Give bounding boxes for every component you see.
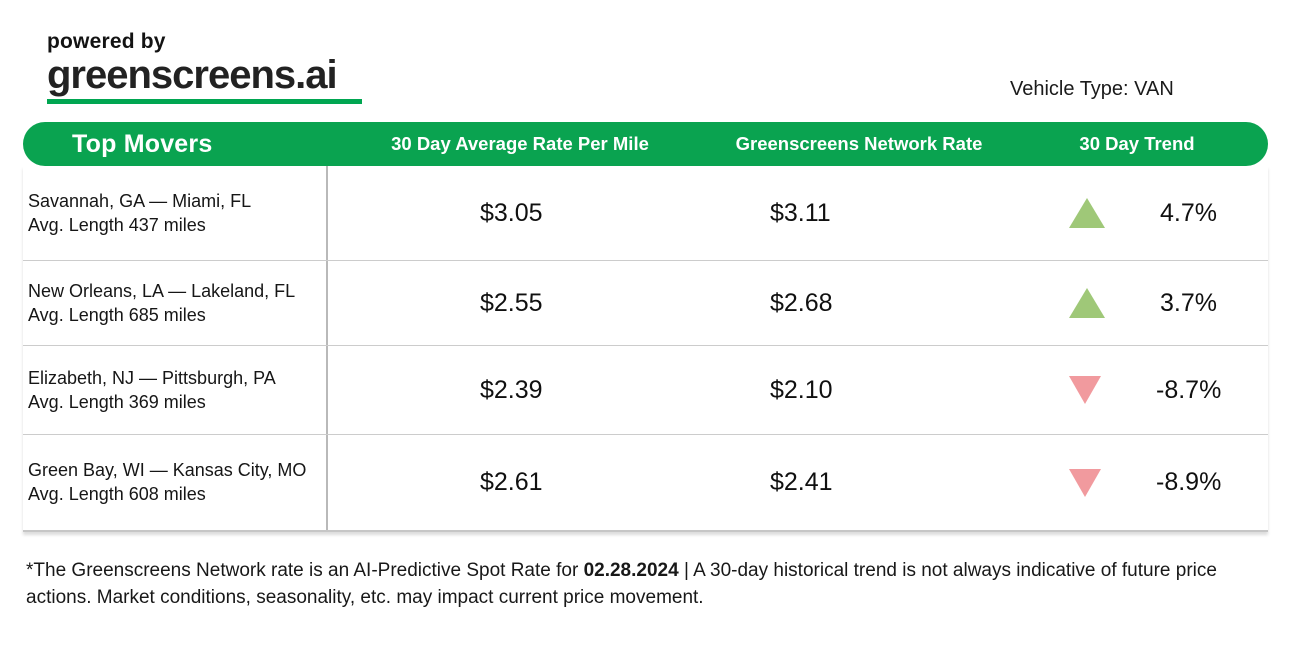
table-row: Elizabeth, NJ — Pittsburgh, PA Avg. Leng… — [23, 345, 1268, 434]
route-cell: New Orleans, LA — Lakeland, FL Avg. Leng… — [23, 261, 328, 345]
vehicle-type-label: Vehicle Type: VAN — [1010, 78, 1174, 100]
trend-down-icon — [1069, 376, 1101, 404]
disclaimer-note: *The Greenscreens Network rate is an AI-… — [26, 557, 1266, 611]
route-cell: Savannah, GA — Miami, FL Avg. Length 437… — [23, 166, 328, 260]
trend-down-icon — [1069, 468, 1101, 497]
trend-value: -8.9% — [1156, 468, 1222, 496]
avg-rate-value: $2.39 — [480, 375, 543, 404]
trend-cell: -8.7% — [1006, 376, 1268, 405]
trend-value: -8.7% — [1156, 375, 1222, 404]
brand-logo: powered by greenscreens.ai — [47, 30, 362, 104]
network-rate-value: $2.10 — [770, 375, 833, 404]
powered-by-label: powered by — [47, 30, 166, 53]
avg-rate-value: $2.55 — [480, 288, 543, 317]
trend-value: 4.7% — [1160, 198, 1217, 227]
column-header-avg-rate: 30 Day Average Rate Per Mile — [391, 133, 649, 154]
route-cell: Green Bay, WI — Kansas City, MO Avg. Len… — [23, 435, 328, 530]
disclaimer-text-pre: *The Greenscreens Network rate is an AI-… — [26, 560, 584, 581]
route-length: Avg. Length 369 miles — [28, 391, 206, 412]
trend-up-icon — [1069, 288, 1105, 318]
avg-rate-value: $3.05 — [480, 198, 543, 227]
route-name: Green Bay, WI — Kansas City, MO — [28, 460, 307, 480]
trend-value: 3.7% — [1160, 288, 1217, 317]
trend-cell: -8.9% — [1006, 468, 1268, 497]
route-length: Avg. Length 685 miles — [28, 304, 206, 325]
trend-cell: 3.7% — [1006, 288, 1268, 318]
trend-up-icon — [1069, 198, 1105, 228]
route-name: Elizabeth, NJ — Pittsburgh, PA — [28, 367, 276, 388]
disclaimer-text-post: | A 30-day historical trend is not alway… — [26, 560, 1217, 608]
top-movers-table: Top Movers 30 Day Average Rate Per Mile … — [23, 122, 1268, 532]
column-header-trend: 30 Day Trend — [1079, 133, 1195, 154]
network-rate-value: $2.41 — [770, 468, 833, 496]
route-name: Savannah, GA — Miami, FL — [28, 190, 252, 211]
table-body: Savannah, GA — Miami, FL Avg. Length 437… — [23, 166, 1268, 532]
route-cell: Elizabeth, NJ — Pittsburgh, PA Avg. Leng… — [23, 346, 328, 434]
column-header-network-rate: Greenscreens Network Rate — [735, 133, 983, 154]
table-row: Savannah, GA — Miami, FL Avg. Length 437… — [23, 166, 1268, 260]
network-rate-value: $3.11 — [770, 198, 831, 227]
disclaimer-date: 02.28.2024 — [583, 560, 679, 581]
route-length: Avg. Length 608 miles — [28, 484, 206, 504]
brand-underline — [47, 99, 362, 104]
brand-name: greenscreens.ai — [47, 53, 338, 97]
trend-cell: 4.7% — [1006, 198, 1268, 228]
route-length: Avg. Length 437 miles — [28, 214, 206, 235]
route-name: New Orleans, LA — Lakeland, FL — [28, 280, 296, 301]
table-row: New Orleans, LA — Lakeland, FL Avg. Leng… — [23, 260, 1268, 345]
table-row: Green Bay, WI — Kansas City, MO Avg. Len… — [23, 434, 1268, 530]
table-title: Top Movers — [72, 129, 213, 158]
avg-rate-value: $2.61 — [480, 468, 543, 496]
table-header: Top Movers 30 Day Average Rate Per Mile … — [23, 122, 1268, 166]
network-rate-value: $2.68 — [770, 288, 833, 317]
